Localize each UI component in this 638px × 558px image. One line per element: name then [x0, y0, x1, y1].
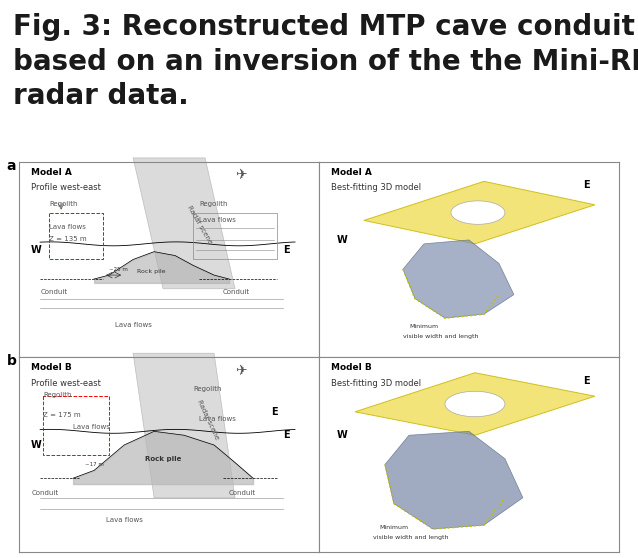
Text: Best-fitting 3D model: Best-fitting 3D model	[331, 378, 421, 388]
Text: b: b	[6, 354, 16, 368]
Text: Minimum: Minimum	[379, 525, 408, 530]
Text: Lava flows: Lava flows	[106, 517, 142, 523]
Text: Z = 135 m: Z = 135 m	[49, 236, 87, 242]
Text: Rock pile: Rock pile	[145, 456, 181, 461]
Text: Lava flows: Lava flows	[73, 424, 110, 430]
Text: Conduit: Conduit	[31, 490, 58, 496]
Text: Rock pile: Rock pile	[137, 269, 165, 273]
Text: ✈: ✈	[235, 363, 247, 377]
Text: W: W	[31, 440, 42, 450]
Ellipse shape	[445, 391, 505, 417]
Text: Conduit: Conduit	[40, 289, 67, 295]
Text: Model A: Model A	[331, 167, 372, 177]
Text: Conduit: Conduit	[223, 289, 250, 295]
Text: a: a	[6, 159, 16, 173]
Text: Profile west-east: Profile west-east	[31, 378, 101, 388]
Text: Model A: Model A	[31, 167, 72, 177]
Text: Regolith: Regolith	[199, 201, 228, 207]
Polygon shape	[355, 373, 595, 435]
Text: Lava flows: Lava flows	[115, 322, 151, 328]
Polygon shape	[133, 158, 235, 289]
Text: E: E	[283, 430, 290, 440]
Text: Lava flows: Lava flows	[199, 217, 236, 223]
Text: W: W	[337, 430, 348, 440]
Text: Regolith: Regolith	[193, 387, 221, 392]
Text: W: W	[337, 235, 348, 245]
Text: Regolith: Regolith	[43, 392, 71, 398]
Text: ~25 m: ~25 m	[109, 267, 128, 272]
Text: Model B: Model B	[31, 363, 72, 372]
Text: visible width and length: visible width and length	[403, 334, 478, 339]
Text: Lava flows: Lava flows	[199, 416, 236, 422]
Text: Fig. 3: Reconstructed MTP cave conduit
based on an inversion of the the Mini-RF
: Fig. 3: Reconstructed MTP cave conduit b…	[13, 13, 638, 110]
Polygon shape	[133, 353, 235, 498]
Text: E: E	[283, 245, 290, 254]
Text: Regolith: Regolith	[49, 201, 78, 207]
Text: Conduit: Conduit	[229, 490, 256, 496]
Polygon shape	[364, 181, 595, 244]
Text: Model B: Model B	[331, 363, 372, 372]
Text: Z = 175 m: Z = 175 m	[43, 412, 81, 418]
Ellipse shape	[451, 201, 505, 224]
Text: visible width and length: visible width and length	[373, 535, 449, 540]
Text: Radar scene: Radar scene	[186, 204, 212, 244]
Polygon shape	[403, 240, 514, 318]
Text: E: E	[583, 376, 590, 386]
Text: ~17 m: ~17 m	[85, 463, 104, 468]
Text: Best-fitting 3D model: Best-fitting 3D model	[331, 183, 421, 193]
Text: Minimum: Minimum	[409, 324, 438, 329]
Text: Radar scene: Radar scene	[197, 399, 220, 440]
Polygon shape	[385, 431, 523, 529]
Text: ✈: ✈	[235, 167, 247, 182]
Text: E: E	[271, 407, 278, 417]
Text: Profile west-east: Profile west-east	[31, 183, 101, 193]
Text: Lava flows: Lava flows	[49, 224, 86, 230]
Text: E: E	[583, 180, 590, 190]
Text: W: W	[31, 245, 42, 254]
